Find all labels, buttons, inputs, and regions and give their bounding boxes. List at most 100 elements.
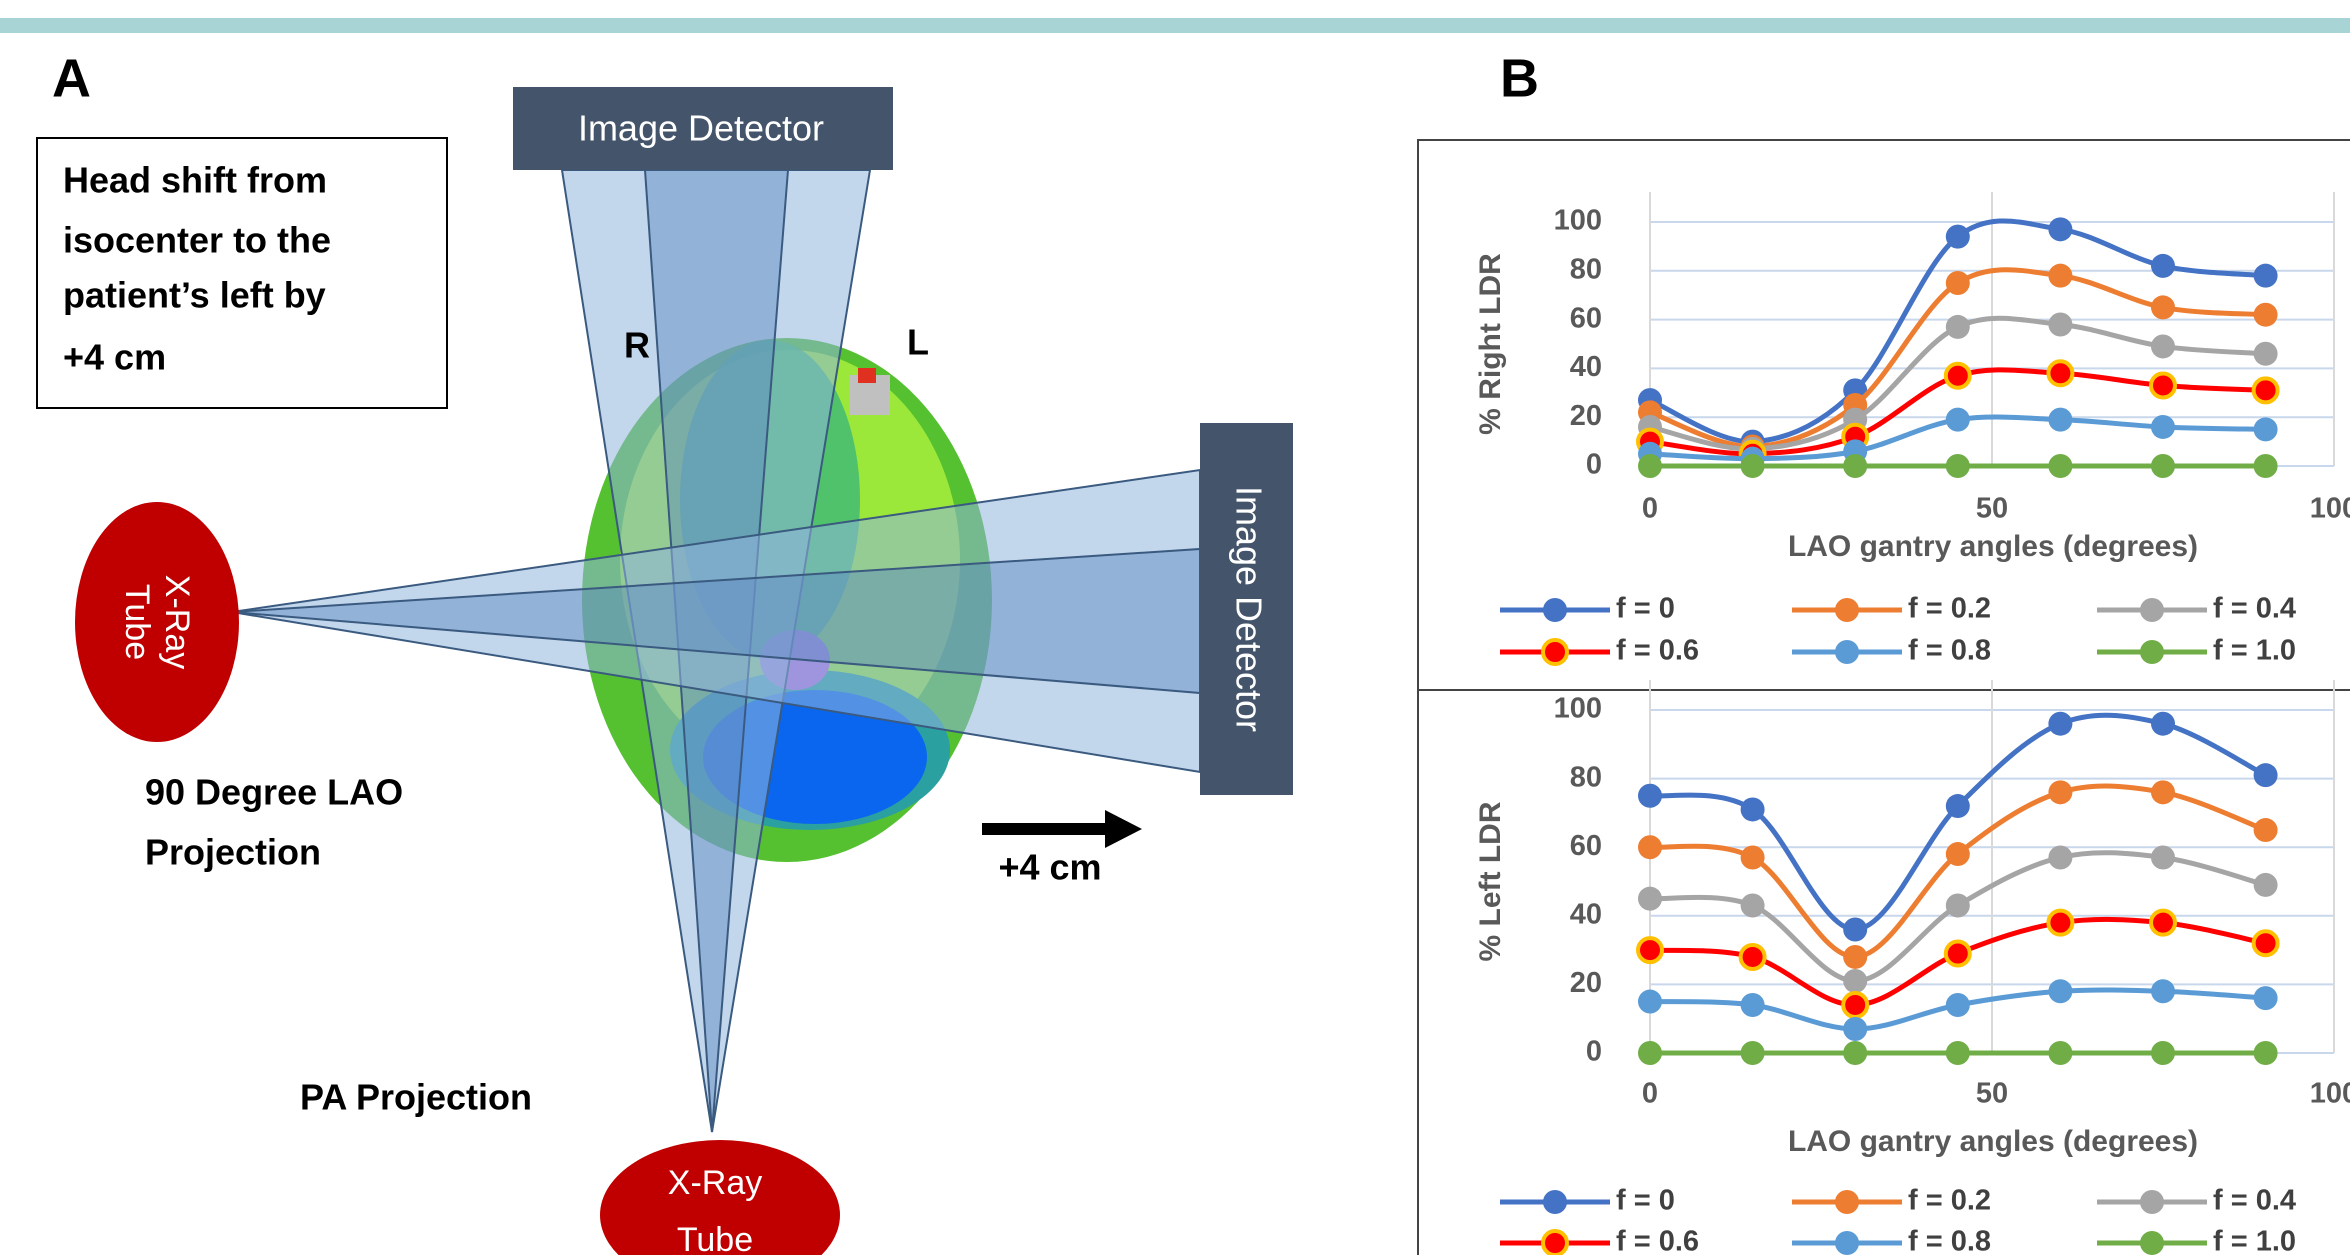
x-tick-label: 50 (1976, 1078, 2008, 1110)
data-point (2254, 378, 2278, 402)
figure: A B Head shift from isocenter to the pat… (0, 0, 2350, 1255)
legend-marker (1543, 640, 1567, 664)
legend-label: f = 0.6 (1616, 635, 1699, 667)
note-line: +4 cm (63, 337, 166, 378)
legend-label: f = 0.4 (2213, 593, 2296, 625)
legend-label: f = 0.2 (1908, 593, 1991, 625)
data-point (2048, 312, 2072, 336)
data-point (2048, 845, 2072, 869)
tube-label: X-Ray (158, 575, 196, 669)
data-point (1741, 845, 1765, 869)
legend-label: f = 0.4 (2213, 1185, 2296, 1217)
data-point (2048, 217, 2072, 241)
legend-marker (2140, 1190, 2164, 1214)
data-point (2048, 264, 2072, 288)
data-point (1741, 454, 1765, 478)
legend-marker (2140, 640, 2164, 664)
data-point (2151, 454, 2175, 478)
data-point (2254, 1041, 2278, 1065)
data-point (2048, 911, 2072, 935)
y-tick-label: 20 (1570, 967, 1602, 999)
y-tick-label: 60 (1570, 302, 1602, 334)
y-tick-label: 80 (1570, 253, 1602, 285)
legend-label: f = 0 (1616, 593, 1675, 625)
data-point (1741, 993, 1765, 1017)
data-point (2254, 264, 2278, 288)
data-point (2151, 334, 2175, 358)
legend-label: f = 0.6 (1616, 1226, 1699, 1255)
top-band (0, 18, 2350, 33)
data-point (1946, 842, 1970, 866)
panel-label: A (52, 48, 91, 108)
data-point (1946, 454, 1970, 478)
y-tick-label: 0 (1586, 1036, 1602, 1068)
legend-marker (1543, 598, 1567, 622)
data-point (2048, 454, 2072, 478)
legend-marker (2140, 598, 2164, 622)
y-tick-label: 20 (1570, 400, 1602, 432)
y-tick-label: 40 (1570, 898, 1602, 930)
data-point (1638, 835, 1662, 859)
data-point (1946, 225, 1970, 249)
data-point (1638, 938, 1662, 962)
data-point (1741, 797, 1765, 821)
y-tick-label: 80 (1570, 761, 1602, 793)
data-point (2151, 415, 2175, 439)
data-point (1638, 784, 1662, 808)
data-point (1741, 945, 1765, 969)
y-tick-label: 100 (1554, 693, 1602, 725)
x-tick-label: 0 (1642, 493, 1658, 525)
y-tick-label: 100 (1554, 205, 1602, 237)
detector-label: Image Detector (578, 108, 824, 149)
data-point (1946, 794, 1970, 818)
data-point (2151, 254, 2175, 278)
data-point (2048, 1041, 2072, 1065)
data-point (1946, 1041, 1970, 1065)
page: {"diagram": {"panel_a": "A", "panel_b": … (0, 0, 2350, 1255)
data-point (2254, 763, 2278, 787)
data-point (1946, 408, 1970, 432)
data-point (1638, 454, 1662, 478)
data-point (2254, 454, 2278, 478)
data-point (1843, 969, 1867, 993)
legend-label: f = 0.8 (1908, 635, 1991, 667)
shift-label: +4 cm (998, 847, 1101, 888)
legend-marker (1835, 598, 1859, 622)
data-point (2254, 303, 2278, 327)
side-marker: L (907, 322, 929, 363)
data-point (2048, 361, 2072, 385)
panel-label: B (1500, 48, 1539, 108)
legend-marker (1835, 1231, 1859, 1255)
x-tick-label: 100 (2310, 1078, 2350, 1110)
y-tick-label: 0 (1586, 449, 1602, 481)
note-line: isocenter to the (63, 220, 331, 261)
data-point (1843, 1041, 1867, 1065)
x-axis-title: LAO gantry angles (degrees) (1788, 530, 2198, 563)
legend-label: f = 0 (1616, 1185, 1675, 1217)
detector-label: Image Detector (1228, 486, 1269, 732)
x-tick-label: 0 (1642, 1078, 1658, 1110)
data-point (2151, 373, 2175, 397)
data-point (2151, 780, 2175, 804)
projection-label: PA Projection (300, 1077, 532, 1118)
tube-label: X-Ray (668, 1164, 762, 1202)
legend-label: f = 1.0 (2213, 635, 2296, 667)
data-point (1843, 918, 1867, 942)
data-point (2048, 979, 2072, 1003)
y-tick-label: 40 (1570, 351, 1602, 383)
data-point (1638, 990, 1662, 1014)
data-point (1843, 1017, 1867, 1041)
legend-marker (1835, 640, 1859, 664)
data-point (1843, 454, 1867, 478)
data-point (2151, 845, 2175, 869)
data-point (1741, 894, 1765, 918)
data-point (1946, 942, 1970, 966)
data-point (2254, 986, 2278, 1010)
shift-arrow-head (1105, 810, 1142, 848)
x-tick-label: 100 (2310, 493, 2350, 525)
legend-marker (1835, 1190, 1859, 1214)
legend-marker (1543, 1231, 1567, 1255)
data-point (1946, 993, 1970, 1017)
tube-label: Tube (118, 584, 156, 660)
tube-label: Tube (677, 1221, 753, 1255)
